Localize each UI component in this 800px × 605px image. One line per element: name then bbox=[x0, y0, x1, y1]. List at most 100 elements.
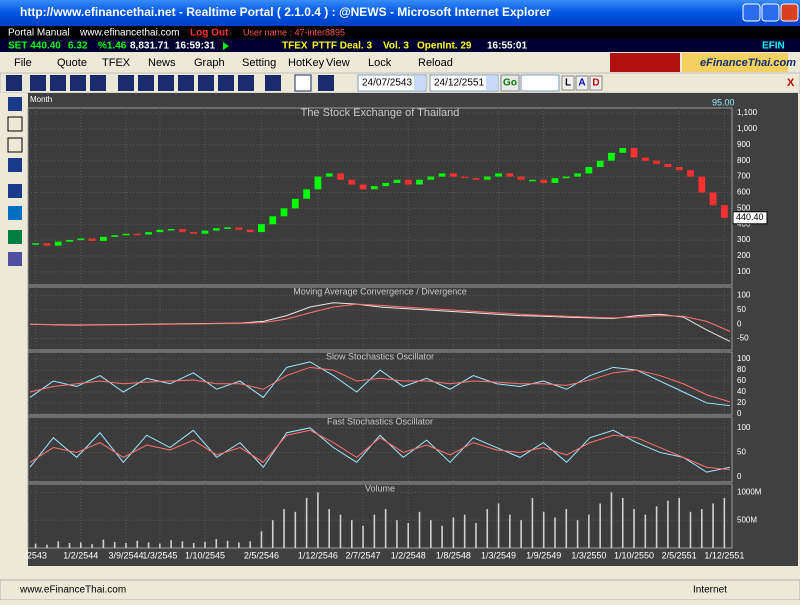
menu-item[interactable]: View bbox=[326, 57, 350, 69]
candle bbox=[111, 235, 119, 237]
panel-title: Volume bbox=[365, 483, 395, 493]
tool[interactable] bbox=[70, 75, 86, 91]
tool[interactable] bbox=[218, 75, 234, 91]
volume-bar bbox=[328, 509, 330, 548]
x-tick-label: 1/9/2549 bbox=[526, 550, 561, 560]
panel-title: Fast Stochastics Oscillator bbox=[327, 416, 433, 426]
minimize[interactable] bbox=[742, 3, 761, 22]
side-tool[interactable] bbox=[7, 137, 23, 153]
toolbar-button[interactable] bbox=[561, 75, 575, 91]
x-tick-label: 1/3/2550 bbox=[571, 550, 606, 560]
menu-item[interactable]: News bbox=[148, 57, 176, 69]
series-line bbox=[29, 361, 731, 407]
menu-item[interactable]: Lock bbox=[368, 57, 392, 69]
candle bbox=[179, 228, 186, 233]
dropdown[interactable] bbox=[486, 76, 498, 90]
side-tool[interactable] bbox=[8, 97, 22, 111]
tool[interactable] bbox=[238, 75, 254, 91]
portal-manual[interactable]: Portal Manual bbox=[8, 28, 70, 39]
candle bbox=[709, 192, 717, 206]
menu-item[interactable]: TFEX bbox=[102, 57, 131, 69]
candle bbox=[156, 229, 164, 233]
portal-site[interactable]: www.efinancethai.com bbox=[79, 28, 180, 39]
volume-bar bbox=[80, 542, 82, 548]
close-window[interactable] bbox=[780, 3, 799, 22]
volume-bar bbox=[463, 514, 466, 548]
menu-item[interactable]: File bbox=[14, 57, 32, 69]
x-tick-label: 1/10/2550 bbox=[614, 550, 654, 560]
series-line bbox=[29, 429, 731, 471]
side-tool[interactable] bbox=[8, 184, 22, 198]
tool[interactable] bbox=[90, 75, 106, 91]
volume-bar bbox=[373, 514, 376, 548]
candle bbox=[291, 198, 299, 209]
panel bbox=[27, 416, 733, 483]
volume-bar bbox=[396, 520, 398, 548]
volume-bar bbox=[113, 541, 116, 548]
menu-item[interactable]: Quote bbox=[57, 57, 87, 69]
volume-bar bbox=[531, 497, 534, 548]
tool[interactable] bbox=[118, 75, 134, 91]
candle bbox=[370, 186, 378, 190]
volume-bar bbox=[181, 541, 184, 548]
candle bbox=[100, 236, 107, 241]
side-tool[interactable] bbox=[8, 252, 22, 266]
y-tick-label: 1,000 bbox=[737, 124, 758, 133]
volume-bar bbox=[226, 540, 229, 548]
tool[interactable] bbox=[6, 75, 22, 91]
tool[interactable] bbox=[30, 75, 46, 91]
candle bbox=[608, 152, 615, 161]
volume-bar bbox=[238, 542, 240, 548]
logo: eFinanceThai.com bbox=[700, 57, 796, 69]
side-tool[interactable] bbox=[7, 116, 23, 132]
x-tick-label: 2/5/2551 bbox=[662, 550, 697, 560]
y-tick-label: 0 bbox=[737, 409, 742, 418]
volume-bar bbox=[283, 509, 285, 548]
search-box[interactable] bbox=[520, 74, 560, 92]
ticker-arrow bbox=[223, 42, 229, 50]
tool[interactable] bbox=[198, 75, 214, 91]
tool[interactable] bbox=[294, 74, 312, 92]
series-line bbox=[29, 366, 731, 403]
volume-bar bbox=[294, 511, 297, 548]
volume-bar bbox=[497, 503, 500, 548]
candle bbox=[506, 173, 514, 177]
tool[interactable] bbox=[138, 75, 154, 91]
y-tick-label: 100 bbox=[737, 354, 751, 363]
volume-bar bbox=[475, 522, 477, 548]
menu-item[interactable]: Graph bbox=[194, 57, 225, 69]
toolbar-button[interactable] bbox=[575, 75, 589, 91]
toolbar-button[interactable] bbox=[589, 75, 603, 91]
dropdown[interactable] bbox=[414, 76, 426, 90]
x-tick-label: 3/9/2544 bbox=[108, 550, 143, 560]
panel bbox=[27, 351, 733, 416]
maximize[interactable] bbox=[761, 3, 780, 22]
side-tool[interactable] bbox=[8, 230, 22, 244]
tool[interactable] bbox=[318, 75, 334, 91]
tool[interactable] bbox=[158, 75, 174, 91]
volume-bar bbox=[452, 517, 455, 548]
volume-bar bbox=[441, 525, 443, 548]
candle bbox=[201, 230, 209, 234]
go-button[interactable] bbox=[500, 74, 520, 92]
y-tick-label: 100 bbox=[737, 423, 751, 432]
logout[interactable]: Log Out bbox=[190, 28, 229, 39]
menu-item[interactable]: Setting bbox=[242, 57, 276, 69]
toolbar-button-label: A bbox=[578, 78, 585, 89]
close-chart[interactable]: X bbox=[787, 77, 795, 89]
side-tool[interactable] bbox=[8, 158, 22, 172]
x-tick-label: 1/2/2548 bbox=[391, 550, 426, 560]
volume-bar bbox=[509, 514, 511, 548]
last-box bbox=[732, 211, 768, 225]
volume-bar bbox=[644, 514, 647, 548]
menu-item[interactable]: HotKey bbox=[288, 57, 325, 69]
volume-bar bbox=[588, 514, 590, 548]
menu-item[interactable]: Reload bbox=[418, 57, 453, 69]
efin: EFIN bbox=[762, 41, 785, 52]
side-tool[interactable] bbox=[8, 206, 22, 220]
tool[interactable] bbox=[178, 75, 194, 91]
tool[interactable] bbox=[265, 75, 281, 91]
volume-bar bbox=[554, 517, 556, 548]
tool[interactable] bbox=[50, 75, 66, 91]
